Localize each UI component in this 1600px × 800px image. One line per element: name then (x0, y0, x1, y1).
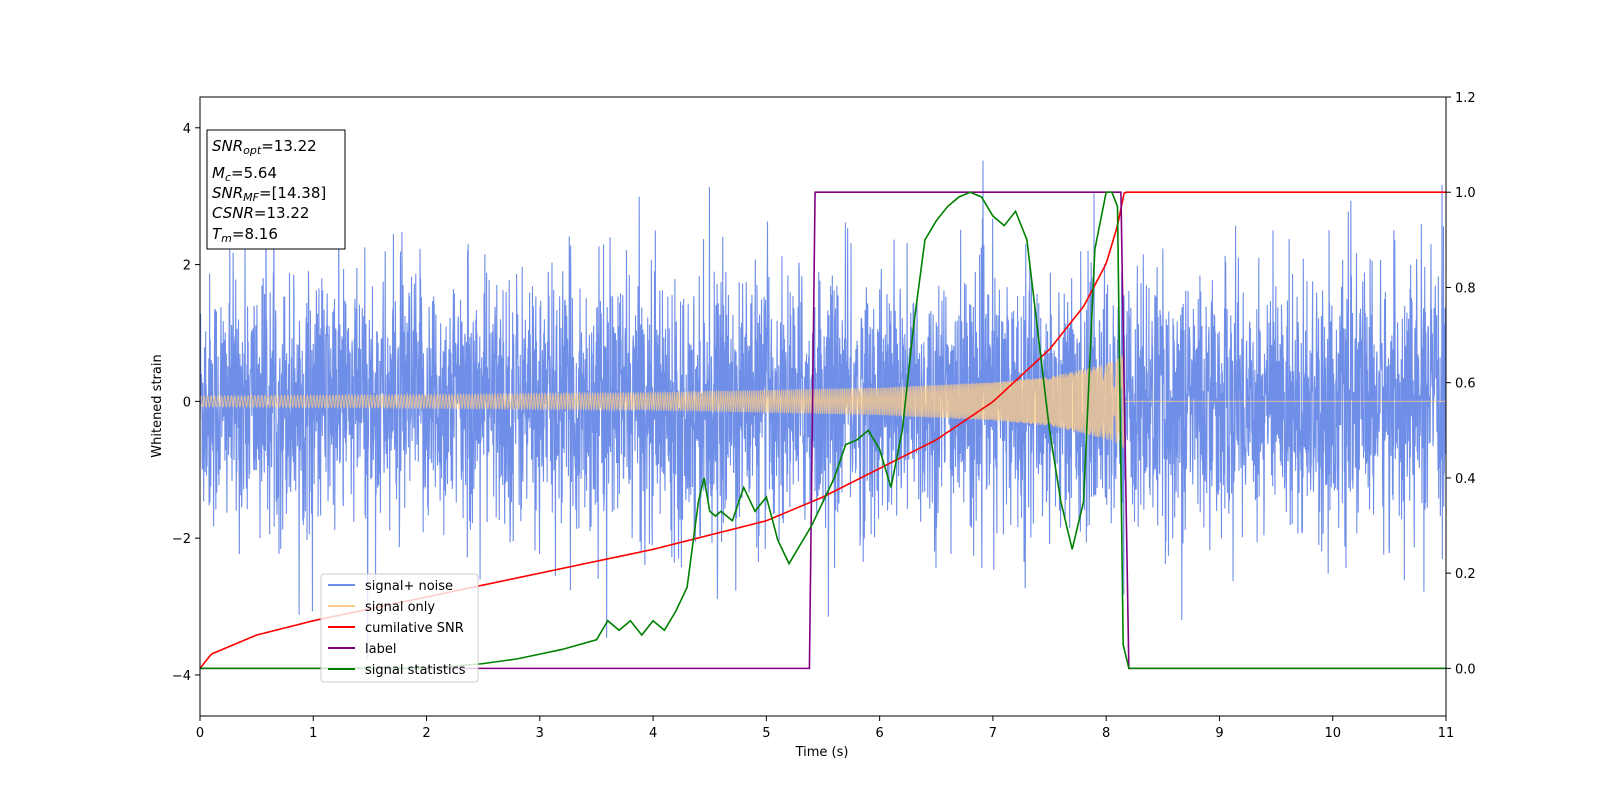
x-tick-label: 7 (989, 726, 997, 741)
legend-label: signal+ noise (365, 579, 453, 594)
annotation-box: SNRopt=13.22 Mc=5.64SNRMF=[14.38]CSNR=13.… (206, 129, 346, 250)
x-tick-label: 2 (422, 726, 430, 741)
x-tick-label: 3 (536, 726, 544, 741)
annotation-line: CSNR=13.22 (212, 204, 309, 222)
y-right-tick-label: 0.6 (1455, 377, 1476, 392)
y-right-tick-label: 1.0 (1455, 186, 1476, 201)
legend-label: signal only (365, 600, 435, 615)
x-tick-label: 5 (762, 726, 770, 741)
series-signal-statistics (200, 191, 1446, 670)
x-tick-label: 1 (309, 726, 317, 741)
series-signal-only (200, 355, 1446, 449)
x-tick-label: 6 (875, 726, 883, 741)
series-layer (200, 160, 1446, 670)
y-left-tick-label: −4 (172, 669, 191, 684)
x-tick-label: 0 (196, 726, 204, 741)
x-axis-label: Time (s) (795, 745, 849, 760)
legend: signal+ noise signal only cumilative SNR la… (320, 573, 479, 683)
y-right-tick-label: 1.2 (1455, 91, 1476, 106)
y-left-tick-label: −2 (172, 532, 191, 547)
x-tick-label: 11 (1438, 726, 1455, 741)
x-tick-label: 4 (649, 726, 657, 741)
y-right-tick-label: 0.4 (1455, 472, 1476, 487)
legend-frame (320, 573, 479, 683)
annotation-line: Mc=5.64 (212, 164, 277, 184)
annotation-line: SNRMF=[14.38] (212, 184, 326, 204)
legend-label: signal statistics (365, 663, 466, 678)
x-tick-label: 10 (1324, 726, 1341, 741)
plot-frame (199, 96, 1447, 717)
ticks-layer: 0 1 2 3 4 5 6 7 8 9 10 11 −4 −2 0 2 4 0.0 0.2 0.4 0.6 0.8 1.0 1… (172, 91, 1476, 741)
y-right-tick-label: 0.2 (1455, 567, 1476, 582)
legend-label: cumilative SNR (365, 621, 464, 636)
legend-label: label (365, 642, 396, 657)
y-right-tick-label: 0.0 (1455, 662, 1476, 677)
y-left-tick-label: 4 (183, 122, 191, 137)
x-tick-label: 8 (1102, 726, 1110, 741)
y-right-tick-label: 0.8 (1455, 281, 1476, 296)
y-axis-label: Whitened strain (150, 354, 165, 457)
annotation-frame (206, 129, 346, 250)
y-left-tick-label: 0 (183, 395, 191, 410)
x-tick-label: 9 (1215, 726, 1223, 741)
y-left-tick-label: 2 (183, 259, 191, 274)
annotation-line: Tm=8.16 (212, 225, 278, 245)
annotation-line: SNRopt=13.22 (212, 137, 317, 157)
